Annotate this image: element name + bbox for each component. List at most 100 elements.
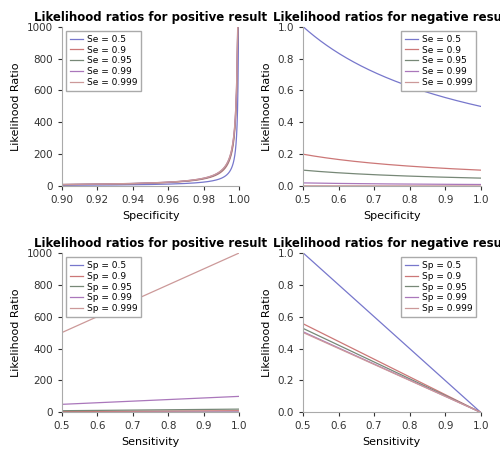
Se = 0.99: [68, 182, 74, 187]
Se = 0.5: [59, 183, 65, 188]
Sp = 0.5: [59, 409, 65, 415]
Se = 0.9: [386, 162, 392, 167]
Sp = 0.95: [386, 366, 392, 371]
Se = 0.99: [446, 181, 452, 187]
Sp = 0.9: [446, 393, 452, 399]
Se = 0.999: [384, 183, 390, 189]
Line: Sp = 0.95: Sp = 0.95: [303, 328, 480, 412]
Se = 0.9: [145, 180, 151, 186]
Sp = 0.5: [144, 409, 150, 415]
Sp = 0.999: [406, 377, 412, 383]
Sp = 0.95: [59, 408, 65, 414]
Se = 0.95: [231, 133, 237, 138]
Se = 0.5: [231, 157, 237, 163]
Se = 0.99: [474, 182, 480, 187]
Se = 0.99: [386, 181, 392, 187]
Line: Sp = 0.9: Sp = 0.9: [303, 324, 480, 412]
Line: Sp = 0.5: Sp = 0.5: [303, 253, 480, 412]
Sp = 0.95: [232, 406, 238, 412]
Se = 0.9: [384, 162, 390, 167]
Se = 0.95: [234, 24, 240, 29]
Se = 0.5: [396, 80, 402, 85]
Se = 0.99: [140, 180, 146, 186]
Se = 0.9: [198, 177, 204, 182]
Sp = 0.5: [236, 409, 242, 415]
Legend: Sp = 0.5, Sp = 0.9, Sp = 0.95, Sp = 0.99, Sp = 0.999: Sp = 0.5, Sp = 0.9, Sp = 0.95, Sp = 0.99…: [401, 257, 476, 317]
Sp = 0.99: [204, 395, 210, 401]
Sp = 0.999: [478, 409, 484, 415]
Title: Likelihood ratios for negative result: Likelihood ratios for negative result: [272, 237, 500, 251]
Sp = 0.999: [384, 368, 390, 373]
Sp = 0.95: [204, 407, 210, 412]
Line: Sp = 0.99: Sp = 0.99: [303, 332, 480, 412]
Sp = 0.95: [164, 407, 170, 413]
Sp = 0.5: [143, 409, 149, 415]
Line: Se = 0.99: Se = 0.99: [303, 183, 480, 185]
Sp = 0.95: [143, 407, 149, 413]
Sp = 0.9: [386, 364, 392, 369]
Sp = 0.9: [300, 321, 306, 327]
Sp = 0.99: [164, 397, 170, 402]
Se = 0.5: [446, 96, 452, 101]
Se = 0.5: [140, 182, 146, 187]
Se = 0.999: [236, 24, 242, 29]
Se = 0.999: [396, 183, 402, 189]
Line: Sp = 0.95: Sp = 0.95: [62, 409, 240, 411]
Sp = 0.99: [384, 367, 390, 373]
Line: Se = 0.999: Se = 0.999: [62, 27, 239, 185]
Sp = 0.9: [478, 409, 484, 415]
Se = 0.95: [236, 24, 242, 29]
Se = 0.99: [234, 24, 240, 29]
Sp = 0.5: [155, 409, 161, 415]
Y-axis label: Likelihood Ratio: Likelihood Ratio: [262, 289, 272, 377]
Sp = 0.9: [232, 408, 238, 414]
Sp = 0.5: [232, 409, 238, 415]
Se = 0.99: [231, 131, 237, 136]
Se = 0.999: [231, 131, 237, 136]
Sp = 0.9: [204, 408, 210, 414]
Se = 0.9: [231, 136, 237, 141]
Sp = 0.95: [155, 407, 161, 413]
Line: Sp = 0.999: Sp = 0.999: [303, 333, 480, 412]
Se = 0.9: [235, 24, 241, 29]
Se = 0.5: [145, 182, 151, 187]
Se = 0.95: [59, 182, 65, 187]
Y-axis label: Likelihood Ratio: Likelihood Ratio: [262, 62, 272, 151]
Sp = 0.99: [478, 409, 484, 415]
Se = 0.9: [59, 182, 65, 187]
Se = 0.999: [446, 183, 452, 189]
Sp = 0.5: [164, 409, 170, 415]
Sp = 0.9: [155, 409, 161, 414]
Sp = 0.999: [164, 283, 170, 288]
Sp = 0.99: [143, 398, 149, 403]
Se = 0.99: [406, 181, 412, 187]
Se = 0.5: [68, 182, 74, 188]
Sp = 0.95: [478, 409, 484, 415]
Sp = 0.95: [396, 371, 402, 376]
Sp = 0.99: [232, 394, 238, 399]
Sp = 0.5: [478, 409, 484, 415]
Se = 0.999: [474, 183, 480, 189]
Se = 0.95: [384, 173, 390, 178]
Sp = 0.9: [236, 408, 242, 414]
Sp = 0.999: [396, 373, 402, 378]
Sp = 0.5: [386, 327, 392, 333]
Title: Likelihood ratios for positive result: Likelihood ratios for positive result: [34, 11, 267, 24]
Se = 0.999: [234, 24, 240, 29]
Sp = 0.9: [144, 409, 150, 414]
Se = 0.99: [231, 131, 237, 137]
Se = 0.999: [386, 183, 392, 189]
Sp = 0.5: [474, 406, 480, 411]
Se = 0.5: [231, 157, 237, 162]
Se = 0.5: [236, 24, 242, 29]
Se = 0.999: [140, 180, 146, 186]
Se = 0.95: [68, 182, 74, 187]
Se = 0.95: [396, 173, 402, 179]
Line: Se = 0.9: Se = 0.9: [303, 154, 480, 170]
Se = 0.95: [300, 167, 306, 173]
Sp = 0.999: [59, 330, 65, 335]
Sp = 0.999: [236, 250, 242, 256]
Sp = 0.95: [236, 406, 242, 412]
Sp = 0.999: [155, 287, 161, 292]
Sp = 0.99: [386, 368, 392, 373]
